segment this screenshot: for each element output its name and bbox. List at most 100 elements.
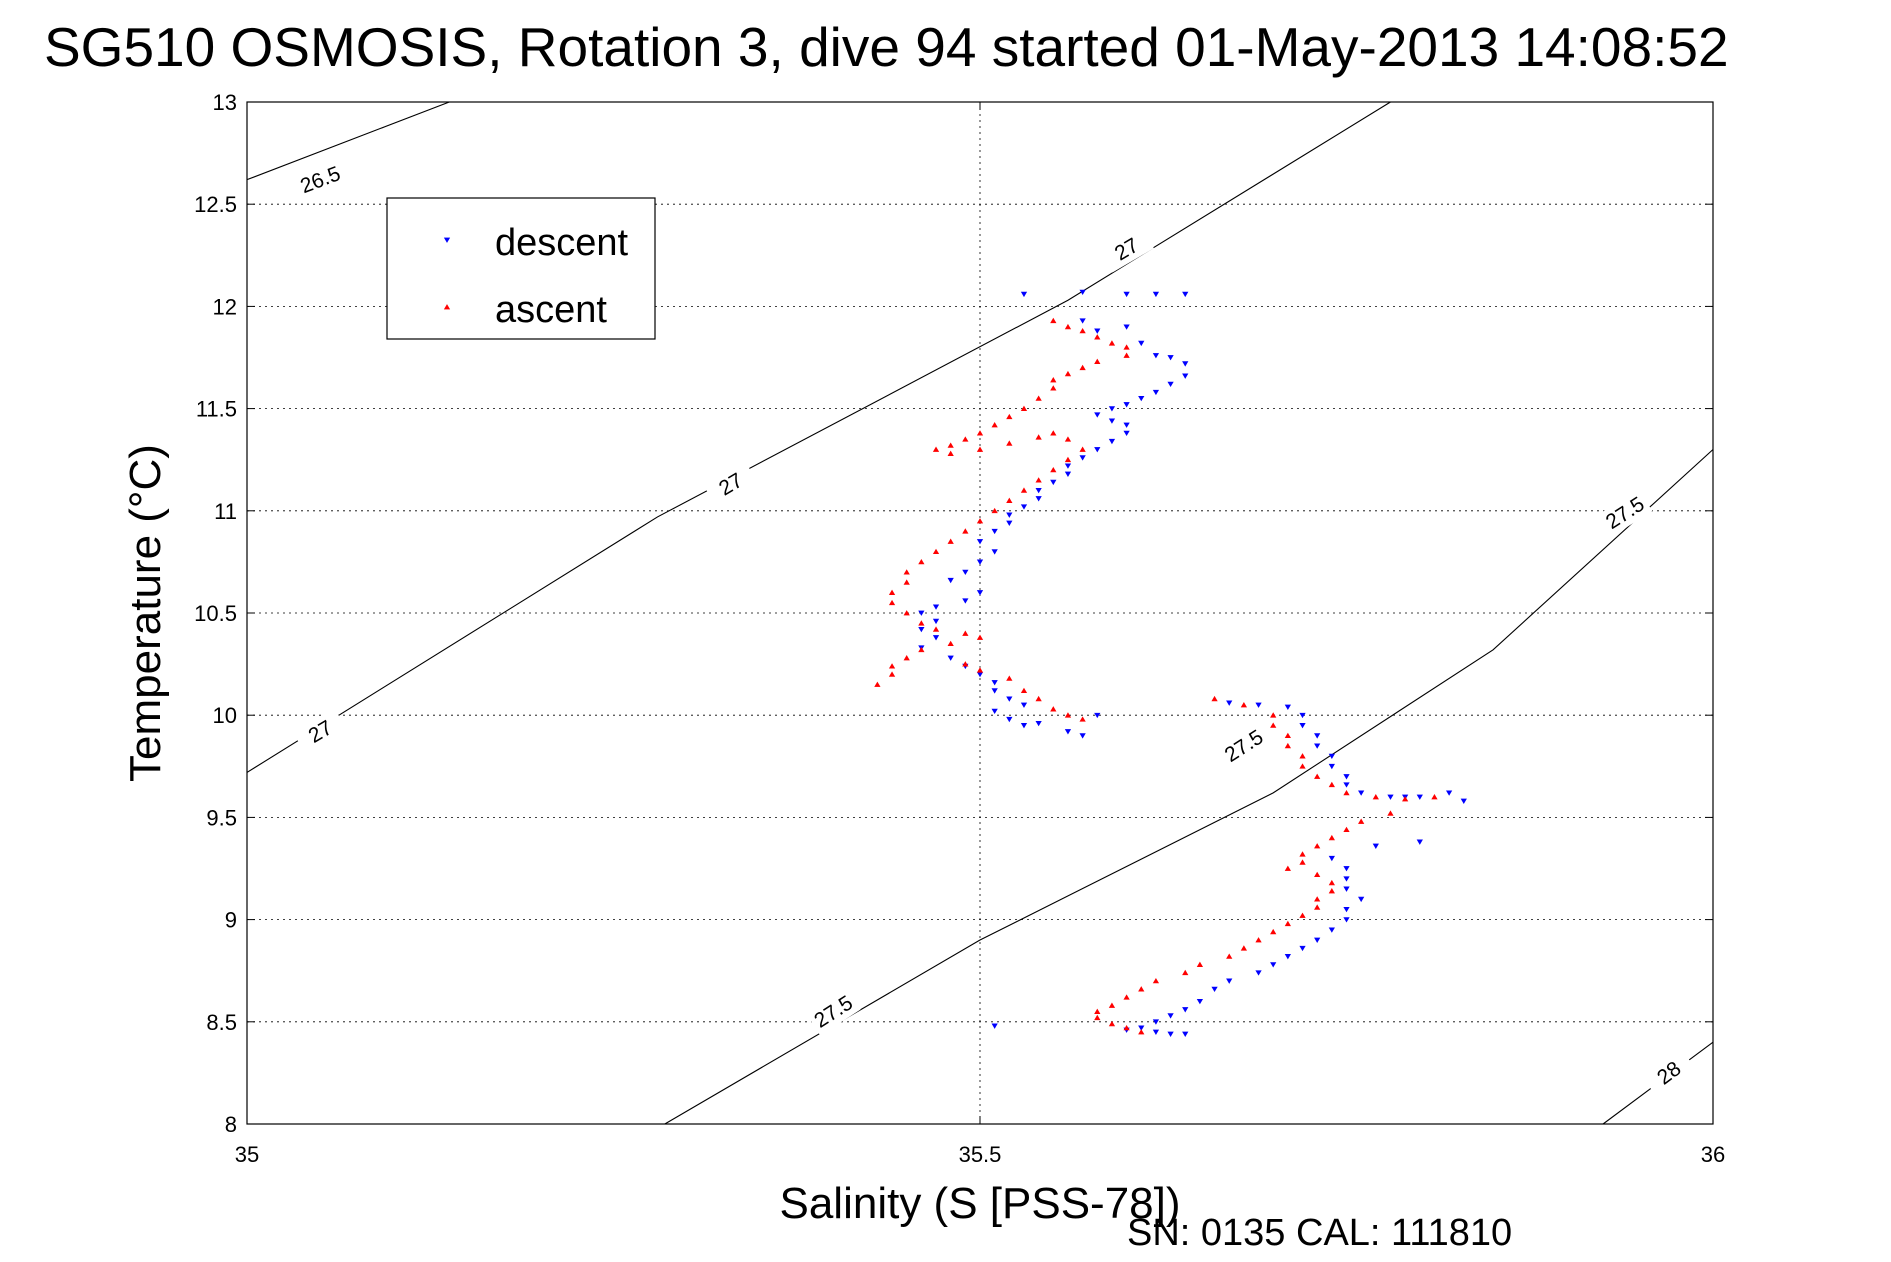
descent-point [1167,355,1174,361]
density-contour-26.5 [246,101,450,181]
contour-label-mask [1216,721,1272,770]
descent-point [976,590,984,596]
ascent-point [1240,702,1248,708]
descent-point [1167,1031,1174,1037]
descent-point [1152,1019,1160,1025]
descent-point [991,549,998,555]
ascent-point [1314,773,1321,779]
descent-point [1006,512,1013,518]
descent-point [1211,986,1218,993]
ascent-point [888,599,896,606]
descent-point [1123,430,1130,437]
descent-point [1416,794,1423,800]
descent-point [1314,733,1321,739]
ascent-point [1094,334,1101,340]
ascent-point [1240,945,1248,951]
descent-point [991,708,998,715]
ascent-point [1064,456,1072,463]
descent-point [918,626,925,633]
x-tick-label: 35.5 [959,1142,1002,1167]
descent-point [1343,906,1350,913]
descent-point [1284,704,1291,710]
ascent-point [1123,1025,1130,1031]
ascent-point [1094,1014,1101,1021]
descent-point [1108,418,1116,424]
ascent-point [991,422,998,428]
ascent-point [1431,794,1438,800]
ascent-point [1079,364,1086,371]
ascent-point [888,671,896,677]
descent-point [991,1023,998,1029]
ascent-point [1270,712,1277,718]
descent-series [918,289,1467,1037]
ascent-point [1372,794,1379,800]
ascent-point [976,518,984,524]
contour-label-mask [1099,225,1154,273]
descent-point [1343,774,1350,780]
ascent-legend-label: ascent [495,289,607,331]
footer-serial-calibration: SN: 0135 CAL: 111810 [1127,1212,1512,1254]
ascent-point [976,446,984,452]
x-axis-ticks: 35 35.5 36 [235,102,1725,1167]
descent-point [1123,402,1130,408]
y-tick-label: 8.5 [206,1010,237,1035]
descent-point [1123,291,1130,298]
descent-point [1079,455,1086,461]
ascent-point [888,663,896,669]
descent-point [1284,954,1291,960]
ascent-point [1108,1020,1116,1027]
descent-point [1343,876,1350,882]
descent-point [1299,712,1306,719]
descent-point [1343,866,1350,872]
descent-point [1094,412,1101,418]
descent-point [947,655,954,661]
ascent-point [1050,377,1057,383]
ascent-point [874,681,881,687]
ascent-point [1094,1008,1101,1014]
descent-point [1123,324,1130,330]
ascent-point [1123,344,1130,350]
ascent-point [1284,732,1291,739]
ascent-point [1314,843,1321,849]
ascent-point [1299,851,1306,857]
ascent-point [1270,928,1277,935]
descent-point [1123,422,1130,428]
ascent-point [1299,763,1306,769]
y-tick-label: 10.5 [194,601,237,626]
ascent-point [1123,352,1130,358]
ascent-point [1299,912,1306,918]
descent-point [932,618,940,625]
descent-point [1108,406,1116,412]
ascent-point [1050,317,1057,324]
ascent-point [1006,675,1013,681]
ascent-point [1328,879,1335,886]
contour-label-mask [703,460,759,508]
descent-point [1152,1029,1160,1035]
descent-point [1094,328,1101,334]
ascent-point [1255,937,1262,943]
descent-point [1064,471,1072,477]
ascent-point [1108,1002,1116,1008]
descent-point [1167,381,1174,388]
ascent-point [1079,716,1086,722]
ascent-point [1328,888,1335,894]
ascent-point [962,528,969,534]
ascent-point [1402,796,1409,802]
ascent-point [1050,706,1057,712]
contour-label-mask [293,158,348,201]
ascent-point [1138,986,1145,992]
descent-point [1416,839,1423,845]
ascent-point [1094,358,1101,364]
descent-point [991,680,998,686]
ascent-point [947,450,954,456]
descent-point [976,539,984,545]
descent-point [1343,782,1350,788]
ascent-point [1343,789,1350,796]
ascent-point [1226,953,1233,959]
descent-point [1152,353,1160,359]
ascent-point [1284,865,1291,871]
y-tick-label: 9 [225,908,237,933]
descent-point [1064,463,1072,469]
